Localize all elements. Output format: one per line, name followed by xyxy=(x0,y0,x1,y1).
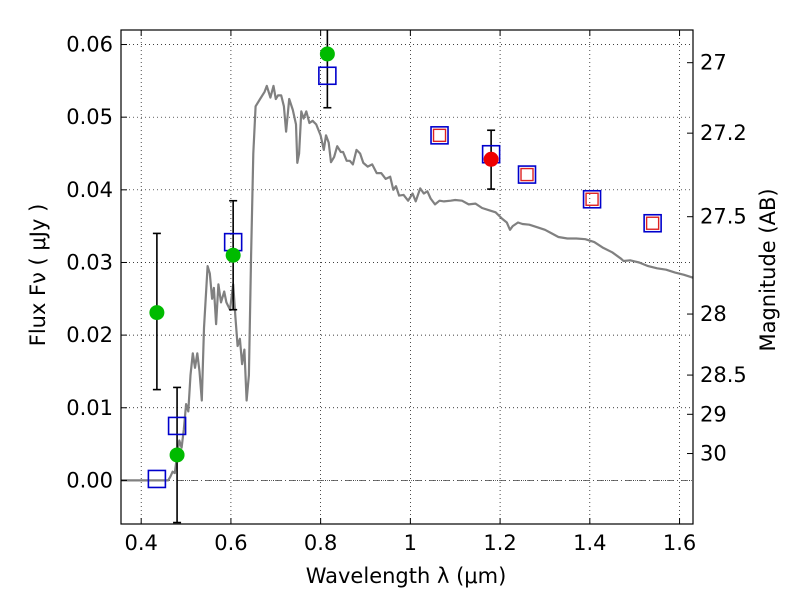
model-square-0 xyxy=(147,469,167,489)
red-detection-0 xyxy=(483,151,499,167)
model-square-8 xyxy=(643,213,662,233)
y-axis-label: Flux Fν ( μJy ) xyxy=(26,204,50,347)
x-tick-label-4: 1.2 xyxy=(483,531,516,555)
model-square-4 xyxy=(430,126,449,145)
mag-tick-label-0: 27 xyxy=(700,51,727,75)
y-tick-label-4: 0.04 xyxy=(66,178,113,202)
x-tick-label-0: 0.4 xyxy=(124,531,157,555)
error-bars xyxy=(152,30,496,524)
green-detection-2 xyxy=(225,247,241,263)
red-square-2 xyxy=(585,192,599,206)
mag-tick-label-6: 30 xyxy=(700,442,727,466)
x-axis-label: Wavelength λ (μm) xyxy=(306,564,507,588)
y-tick-label-3: 0.03 xyxy=(66,250,113,274)
model-square-6 xyxy=(517,165,537,184)
x-tick-label-5: 1.4 xyxy=(573,531,606,555)
red-square-1 xyxy=(520,167,534,182)
y-tick-label-6: 0.06 xyxy=(66,33,113,57)
magnitude-axis-ticks: 27 27.2 27.5 28 28.5 29 30 xyxy=(687,51,747,466)
model-square-7 xyxy=(582,189,602,209)
y-axis-ticks: 0.00 0.01 0.02 0.03 0.04 0.05 0.06 xyxy=(66,33,127,492)
green-detection-1 xyxy=(169,447,185,463)
mag-tick-label-1: 27.2 xyxy=(700,121,747,145)
model-square-1 xyxy=(167,416,187,436)
green-detection-0 xyxy=(149,305,165,321)
x-tick-label-3: 1 xyxy=(404,531,417,555)
red-square-0 xyxy=(432,128,447,143)
y-tick-label-2: 0.02 xyxy=(66,323,113,347)
y-tick-label-5: 0.05 xyxy=(66,105,113,129)
y2-axis-label: Magnitude (AB) xyxy=(756,188,780,351)
mag-tick-label-2: 27.5 xyxy=(700,205,747,229)
sed-model-line xyxy=(121,84,694,482)
y-tick-label-1: 0.01 xyxy=(66,396,113,420)
x-tick-label-6: 1.6 xyxy=(663,531,696,555)
sed-model-curve xyxy=(121,84,694,482)
x-tick-label-2: 0.8 xyxy=(304,531,337,555)
mag-tick-label-3: 28 xyxy=(700,302,727,326)
red-square-3 xyxy=(645,216,660,230)
x-axis-ticks: 0.4 0.6 0.8 1 1.2 1.4 1.6 xyxy=(124,30,696,555)
photometry-markers xyxy=(147,46,662,489)
plot-frame xyxy=(120,29,694,525)
green-detection-3 xyxy=(319,46,335,62)
model-square-3 xyxy=(318,66,337,86)
y-tick-label-0: 0.00 xyxy=(66,468,113,492)
x-tick-label-1: 0.6 xyxy=(214,531,247,555)
mag-tick-label-4: 28.5 xyxy=(700,363,747,387)
mag-tick-label-5: 29 xyxy=(700,402,727,426)
